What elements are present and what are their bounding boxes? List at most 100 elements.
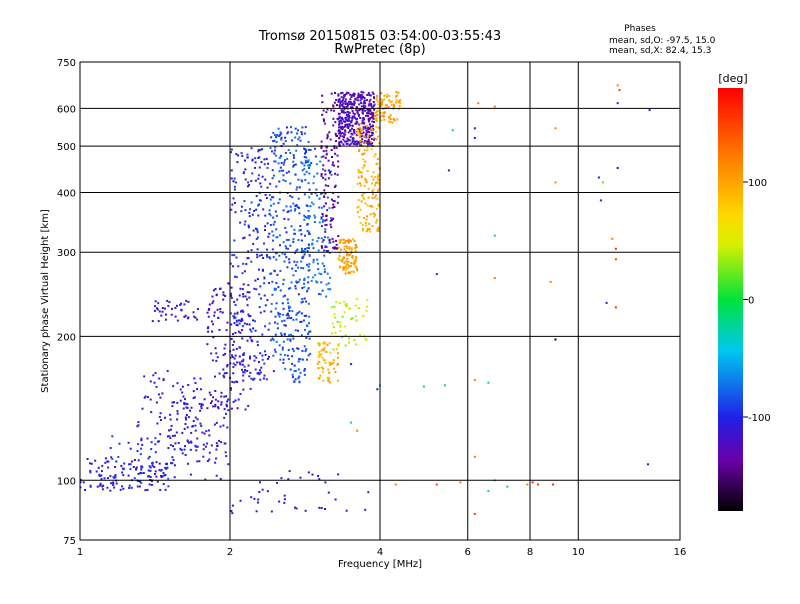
data-point xyxy=(366,130,369,133)
data-point xyxy=(380,115,383,118)
data-point xyxy=(274,288,277,291)
data-point xyxy=(217,407,220,410)
data-point xyxy=(331,163,334,166)
data-point xyxy=(353,113,356,116)
data-point xyxy=(281,252,284,255)
data-point xyxy=(318,478,321,481)
data-point xyxy=(82,481,85,484)
data-point xyxy=(325,223,328,226)
data-point xyxy=(346,123,349,126)
data-point xyxy=(176,401,179,404)
data-point xyxy=(202,443,205,446)
data-point xyxy=(340,96,343,99)
data-point xyxy=(337,356,339,359)
data-point xyxy=(331,322,334,325)
data-point xyxy=(136,450,139,453)
data-point xyxy=(336,135,338,137)
data-point xyxy=(332,161,334,164)
data-point xyxy=(277,286,280,289)
data-point xyxy=(316,172,319,175)
data-point xyxy=(343,140,346,143)
data-point xyxy=(394,483,397,486)
data-point xyxy=(293,228,296,231)
data-point xyxy=(137,424,140,427)
data-point xyxy=(321,113,324,116)
data-point xyxy=(253,320,256,323)
data-point xyxy=(260,366,263,369)
data-point xyxy=(297,138,300,141)
data-point xyxy=(184,402,187,405)
data-point xyxy=(395,95,397,98)
data-point xyxy=(255,228,258,230)
data-point xyxy=(353,143,356,145)
data-point xyxy=(183,402,186,405)
data-point xyxy=(399,102,402,105)
data-point xyxy=(321,213,324,215)
data-point xyxy=(349,124,351,127)
data-point xyxy=(350,248,353,251)
data-point xyxy=(264,229,266,231)
data-point xyxy=(367,187,370,190)
data-point xyxy=(361,119,364,122)
data-point xyxy=(317,236,320,239)
data-point xyxy=(248,296,251,299)
data-point xyxy=(257,174,260,177)
data-point xyxy=(242,353,245,356)
data-point xyxy=(300,239,303,242)
data-point xyxy=(331,156,333,158)
y-tick-label: 75 xyxy=(63,536,76,547)
data-point xyxy=(275,282,278,284)
data-point xyxy=(137,473,140,475)
data-point xyxy=(270,204,272,207)
data-point xyxy=(246,369,249,372)
data-point xyxy=(473,379,476,382)
data-point xyxy=(361,194,364,197)
data-point xyxy=(365,129,368,132)
data-point xyxy=(322,164,325,167)
data-point xyxy=(618,89,621,92)
data-point xyxy=(246,304,249,307)
data-point xyxy=(307,471,310,474)
data-point xyxy=(268,209,271,212)
data-point xyxy=(110,482,113,485)
data-point xyxy=(306,205,309,207)
data-point xyxy=(322,168,324,171)
data-point xyxy=(334,498,337,501)
data-point xyxy=(303,314,306,317)
data-point xyxy=(214,405,217,408)
data-point xyxy=(121,471,124,474)
data-point xyxy=(376,113,378,116)
data-point xyxy=(273,152,276,155)
y-tick-label: 300 xyxy=(57,248,76,259)
data-point xyxy=(339,131,341,134)
data-point xyxy=(128,487,131,489)
data-point xyxy=(337,344,340,347)
data-point xyxy=(186,403,189,406)
data-point xyxy=(342,120,345,123)
data-point xyxy=(339,240,342,243)
data-point xyxy=(369,117,372,120)
data-point xyxy=(327,282,330,285)
data-point xyxy=(357,169,360,171)
data-point xyxy=(97,466,100,469)
data-point xyxy=(368,222,371,225)
data-point xyxy=(287,210,290,213)
data-point xyxy=(367,117,370,120)
data-point xyxy=(141,407,144,410)
data-point xyxy=(274,160,277,163)
data-point xyxy=(354,304,357,307)
data-point xyxy=(167,477,170,480)
data-point xyxy=(346,303,348,306)
data-point xyxy=(206,343,209,346)
data-point xyxy=(283,494,286,497)
data-point xyxy=(322,219,325,222)
data-point xyxy=(358,136,361,139)
data-point xyxy=(377,182,380,185)
data-point xyxy=(280,334,283,337)
data-point xyxy=(376,158,379,161)
data-point xyxy=(332,348,335,351)
data-point xyxy=(291,362,294,365)
data-point xyxy=(356,96,359,99)
data-point xyxy=(279,134,281,136)
data-point xyxy=(261,148,264,151)
